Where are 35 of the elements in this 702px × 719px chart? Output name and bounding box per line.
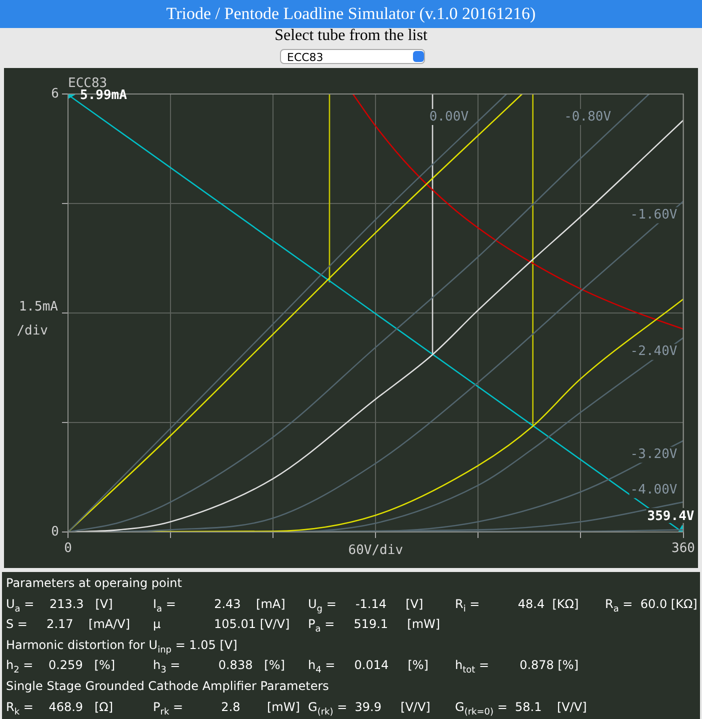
text: R$_{a}$ = 60.0 [KΩ] [605,596,698,614]
text: h$_{2}$ = 0.259 [%] [6,658,116,676]
series-label: -2.40V [630,344,678,360]
y-tick-label: 6 [51,86,59,102]
annotation: 359.4V [647,508,694,524]
text: ECC83 [68,76,108,91]
annotation: 5.99mA [80,88,128,104]
text: P$_{a}$ = 519.1 [mW] [308,617,440,635]
text: Harmonic distortion for U$_{inp}$ = 1.05 [V] [6,638,238,656]
x-tick-label: 360 [672,541,695,556]
text: h$_{4}$ = 0.014 [%] [308,658,428,676]
text: ECC83 [280,49,425,64]
y-axis-title: 1.5mA /div [16,299,58,338]
chart-subtitle: Select tube from the list [274,27,428,45]
text: P$_{rk}$ = 2.8 [mW] [153,700,300,717]
text: U$_{a}$ = 213.3 [V] [6,596,113,614]
text: R$_{i}$ = 48.4 [KΩ] [455,596,579,614]
x-axis-title: 60V/div [348,542,404,558]
text: I$_{a}$ = 2.43 [mA] [153,596,286,614]
series-label: -0.80V [564,109,612,124]
text: h$_{tot}$ = 0.878 [%] [455,658,579,676]
text: Single Stage Grounded Cathode Amplifier Parameters [6,679,329,693]
series-label: 0.00V [429,109,469,124]
text: Parameters at operaing point [6,576,182,590]
text: G$_{(rk)}$ = 39.9 [V/V] [308,700,430,717]
text: R$_{k}$ = 468.9 [Ω] [6,700,114,717]
series-label: -1.60V [630,208,678,223]
chart-title: Triode / Pentode Loadline Simulator (v.1.0 20161216) [0,0,702,28]
text: U$_{g}$ = -1.14 [V] [308,596,424,614]
series-label: -3.20V [630,447,678,462]
text: G$_{(rk=0)}$ = 58.1 [V/V] [455,700,587,717]
series-label: -4.00V [630,482,678,498]
text: h$_{3}$ = 0.838 [%] [153,658,285,676]
text: μ 105.01 [V/V] [153,617,290,632]
text: S = 2.17 [mA/V] [6,617,130,632]
